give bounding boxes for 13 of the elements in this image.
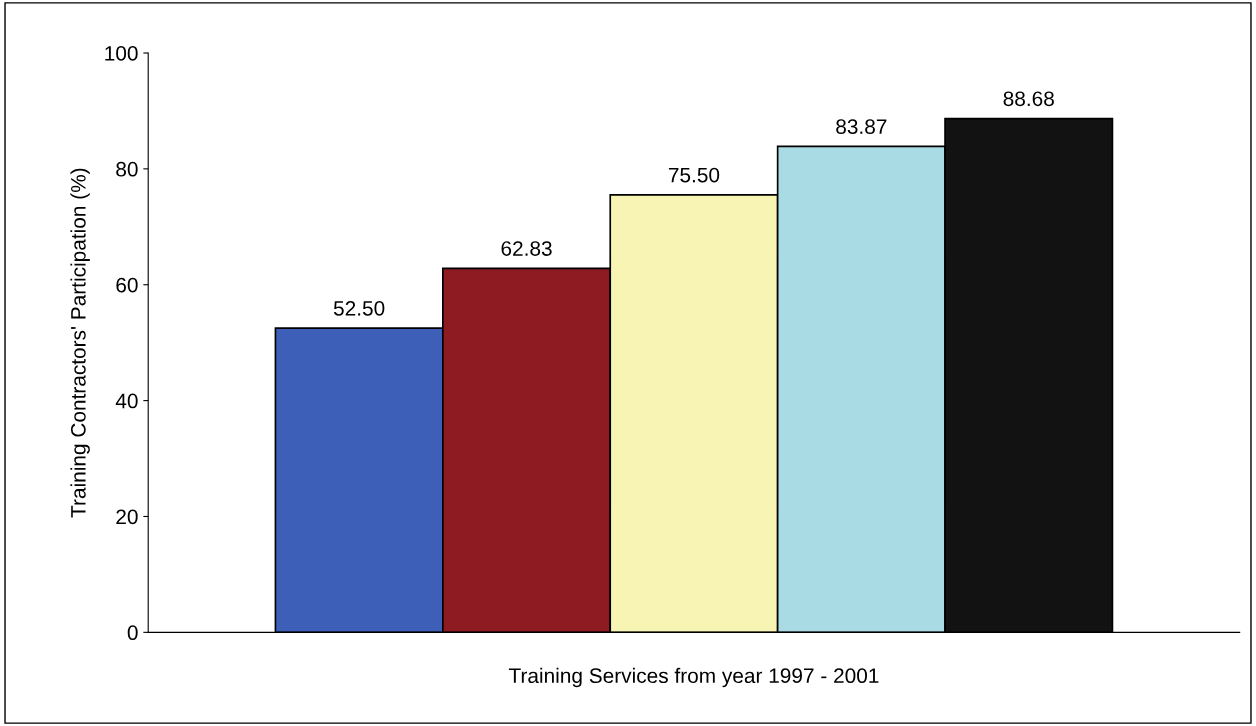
y-tick-label: 20 [116,509,138,525]
y-tick-label: 60 [116,277,138,293]
y-tick-label: 100 [105,46,138,61]
data-label: 62.83 [501,241,552,256]
data-label: 75.50 [668,167,720,183]
data-label: 52.50 [333,300,385,316]
y-tick-label: 80 [116,161,138,177]
y-axis-title: Training Contractors' Participation (%) [70,168,90,518]
data-label: 83.87 [836,119,887,134]
y-tick-label: 0 [127,625,138,641]
data-label: 88.68 [1003,91,1054,107]
y-tick-label: 40 [115,393,138,409]
x-axis-title: Training Services from year 1997 - 2001 [508,667,879,688]
